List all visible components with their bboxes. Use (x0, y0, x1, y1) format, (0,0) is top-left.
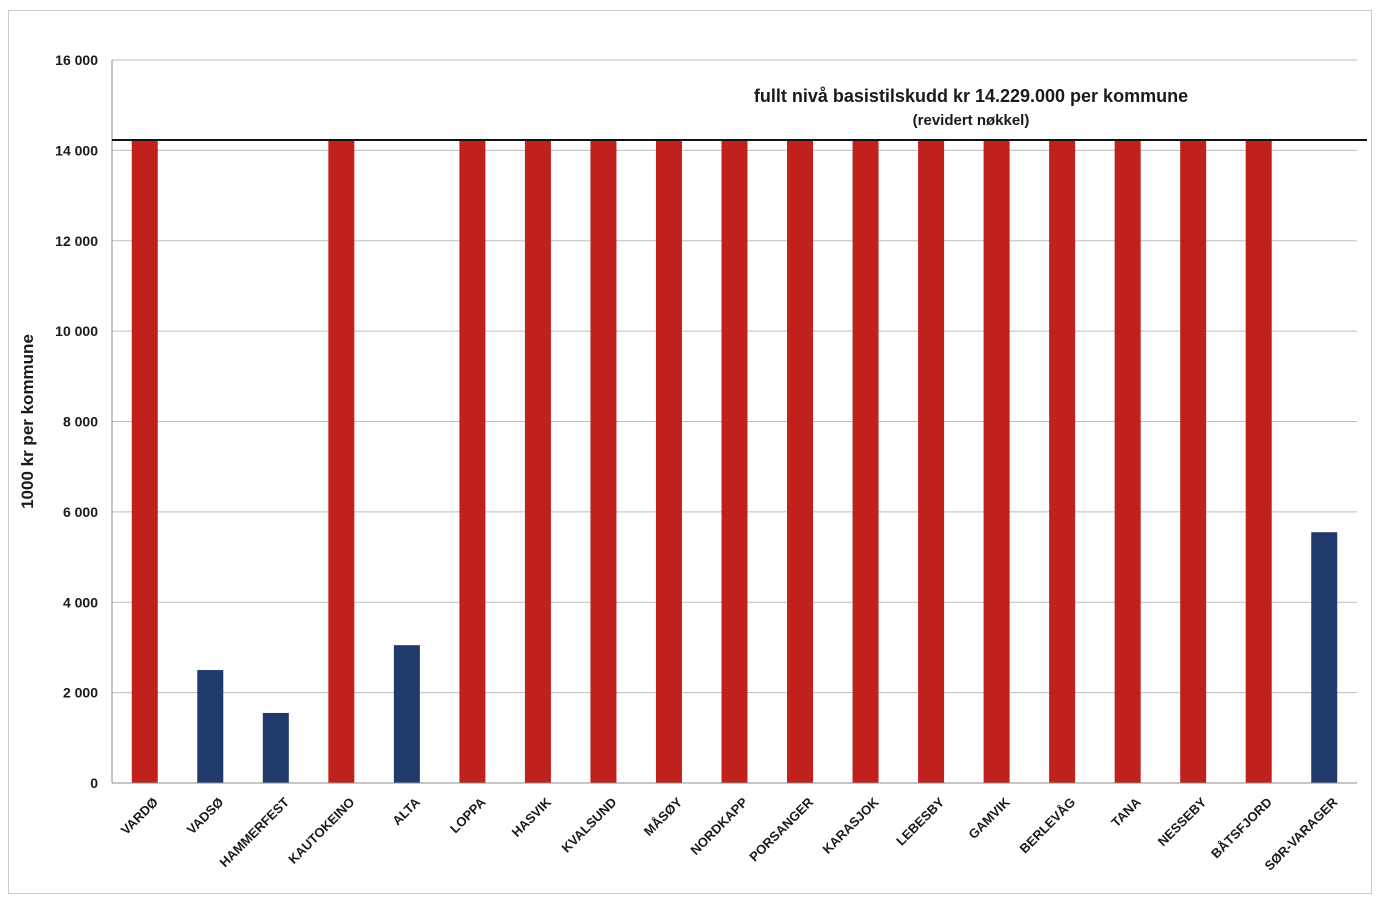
category-label: GAMVIK (965, 794, 1013, 842)
bar (918, 140, 945, 783)
bar (131, 140, 158, 783)
bar (852, 140, 879, 783)
y-tick-label: 16 000 (55, 52, 98, 68)
category-label: ALTA (389, 794, 423, 828)
category-label: PORSANGER (746, 794, 816, 864)
bar (1180, 140, 1207, 783)
bar (655, 140, 682, 783)
y-tick-label: 6 000 (63, 504, 98, 520)
y-tick-label: 14 000 (55, 142, 98, 158)
bar (459, 140, 486, 783)
category-label: BÅTSFJORD (1208, 795, 1275, 862)
category-label: BERLEVÅG (1017, 795, 1079, 857)
category-label: KVALSUND (559, 795, 620, 856)
bar (524, 140, 551, 783)
bar (983, 140, 1010, 783)
bar (393, 645, 420, 783)
bar (1311, 532, 1338, 783)
bar (1049, 140, 1076, 783)
bar (1114, 140, 1141, 783)
category-label: HAMMERFEST (216, 794, 292, 870)
y-tick-label: 8 000 (63, 414, 98, 430)
y-tick-label: 12 000 (55, 233, 98, 249)
category-label: TANA (1108, 794, 1144, 830)
category-label: LOPPA (447, 794, 489, 836)
y-axis-title: 1000 kr per kommune (18, 334, 37, 509)
bars (131, 140, 1338, 783)
category-label: NESSEBY (1155, 794, 1210, 849)
annotation-main: fullt nivå basistilskudd kr 14.229.000 p… (754, 86, 1188, 106)
annotation-sub: (revidert nøkkel) (913, 112, 1030, 129)
y-tick-label: 4 000 (63, 594, 98, 610)
axes (111, 60, 1357, 784)
bar (590, 140, 617, 783)
category-label: HASVIK (509, 794, 555, 840)
category-label: LEBESBY (893, 794, 947, 848)
gridlines (112, 59, 1357, 694)
bar (787, 140, 814, 783)
y-tick-label: 10 000 (55, 323, 98, 339)
y-tick-label: 0 (90, 775, 98, 791)
category-label: VADSØ (184, 795, 227, 838)
bar (328, 140, 355, 783)
y-tick-label: 2 000 (63, 685, 98, 701)
category-label: KARASJOK (819, 794, 882, 857)
category-label: MÅSØY (641, 794, 686, 839)
bar (262, 712, 289, 783)
bar (721, 140, 748, 783)
bar (1245, 140, 1272, 783)
y-tick-labels: 0 2 000 4 000 6 000 8 000 10 000 12 000 14 000 1… (55, 52, 98, 791)
category-label: KAUTOKEINO (285, 795, 357, 867)
chart-frame (8, 10, 1372, 894)
bar (197, 670, 224, 783)
category-label: NORDKAPP (687, 794, 750, 857)
category-label: VARDØ (118, 795, 161, 838)
